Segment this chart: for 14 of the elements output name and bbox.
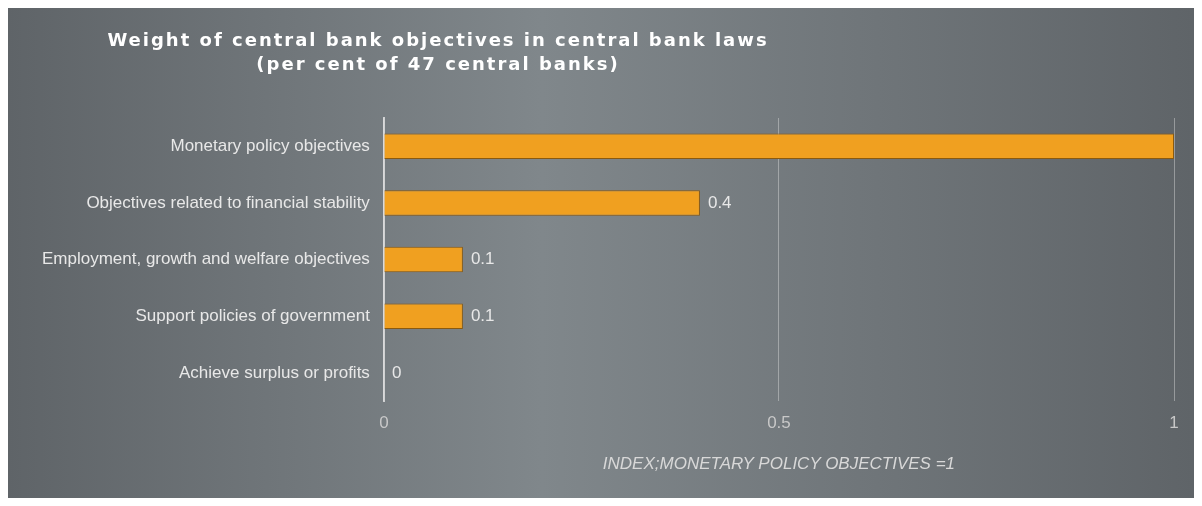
x-axis-title: INDEX;MONETARY POLICY OBJECTIVES =1: [602, 453, 956, 473]
y-tick-label: Employment, growth and welfare objectives: [41, 249, 370, 269]
x-tick-label: 0: [379, 413, 389, 433]
x-tick-label: 1: [1169, 413, 1179, 433]
data-label: 0.4: [707, 192, 732, 212]
y-tick-label: Monetary policy objectives: [170, 136, 370, 156]
chart-title: Weight of central bank objectives in central bank laws (per cent of 47 central banks): [106, 28, 770, 76]
y-tick-label: Achieve surplus or profits: [179, 362, 370, 382]
y-tick-label: Objectives related to financial stability: [86, 192, 371, 212]
data-label: 0.1: [470, 305, 495, 325]
y-tick-label: Support policies of government: [135, 305, 371, 325]
data-label: 0.1: [470, 249, 495, 269]
data-label: 0: [391, 362, 402, 382]
x-tick-label: 0.5: [767, 413, 791, 433]
